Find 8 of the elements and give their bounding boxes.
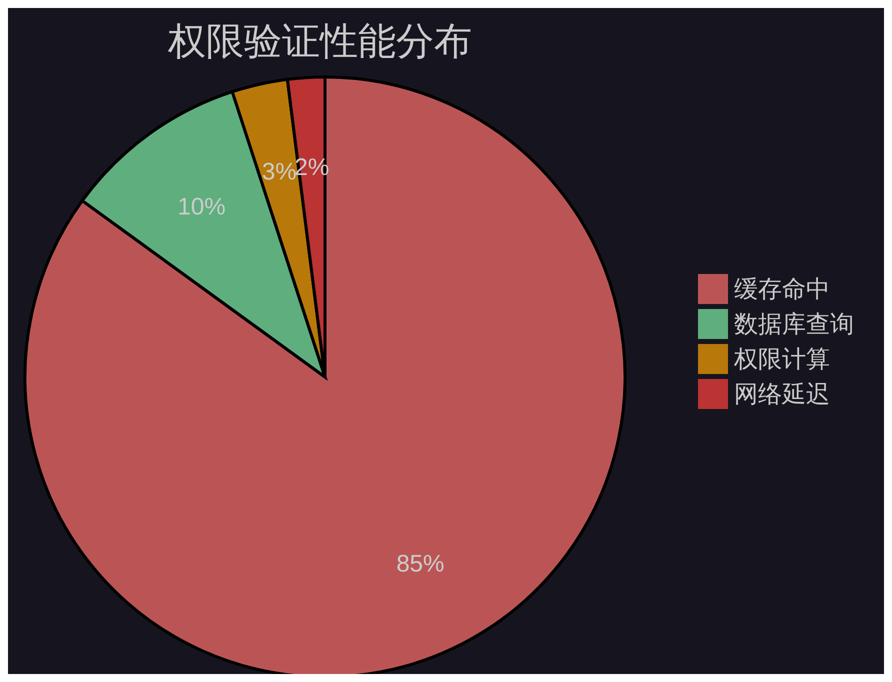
data-label: 10% <box>178 194 226 221</box>
data-label: 85% <box>396 550 444 578</box>
legend-label: 权限计算 <box>734 344 830 374</box>
legend-label: 网络延迟 <box>734 378 830 410</box>
data-label: 3% <box>262 158 297 186</box>
legend-label: 数据库查询 <box>734 308 854 340</box>
legend-label: 缓存命中 <box>734 274 830 304</box>
chart-title: 权限验证性能分布 <box>167 18 473 65</box>
